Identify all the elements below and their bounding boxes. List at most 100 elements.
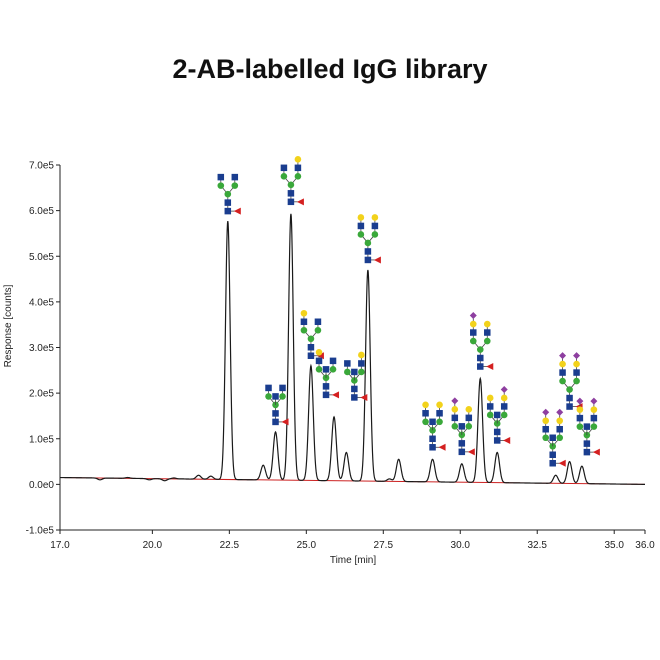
glcnac-square — [470, 329, 477, 336]
galactose-circle — [559, 360, 566, 368]
glcnac-square — [559, 369, 566, 376]
glycan-G0F-bisect-icon — [265, 384, 289, 426]
sialic-diamond — [559, 352, 567, 360]
glcnac-square — [217, 173, 225, 181]
fucose-triangle — [467, 448, 475, 456]
galactose-circle — [469, 320, 477, 328]
fucose-triangle — [360, 393, 368, 401]
mannose-circle — [469, 337, 477, 345]
glcnac-square — [583, 448, 591, 456]
glcnac-square — [484, 329, 491, 336]
glcnac-square — [357, 222, 365, 230]
mannose-circle — [357, 231, 365, 238]
sialic-diamond — [573, 352, 581, 360]
mannose-circle — [436, 418, 443, 426]
glcnac-square — [280, 164, 288, 172]
glcnac-square — [358, 360, 365, 367]
galactose-circle — [451, 406, 459, 413]
y-tick-label: 4.0e5 — [29, 297, 54, 308]
fucose-triangle — [296, 198, 304, 206]
y-tick-label: 1.0e5 — [29, 434, 54, 445]
x-tick-label: 25.0 — [297, 540, 317, 551]
glcnac-square — [351, 394, 358, 401]
mannose-circle — [322, 374, 330, 382]
glcnac-square — [322, 383, 330, 390]
glycan-G2FS2-bisect-icon — [542, 408, 566, 467]
mannose-circle — [422, 418, 429, 426]
galactose-circle — [483, 320, 491, 328]
galactose-circle — [436, 401, 443, 409]
galactose-circle — [315, 349, 323, 356]
y-tick-label: 5.0e5 — [29, 252, 54, 263]
sialic-diamond — [590, 397, 598, 405]
fucose-triangle — [503, 436, 511, 444]
mannose-circle — [566, 386, 573, 393]
galactose-circle — [422, 401, 429, 409]
galactose-circle — [556, 417, 564, 425]
glcnac-square — [231, 173, 239, 181]
glcnac-square — [429, 418, 436, 426]
mannose-circle — [224, 190, 232, 198]
sialic-diamond — [451, 397, 459, 405]
glcnac-square — [549, 434, 556, 441]
glcnac-square — [477, 354, 484, 362]
glcnac-square — [351, 368, 358, 376]
fucose-triangle — [486, 363, 494, 371]
fucose-triangle — [332, 391, 340, 399]
glcnac-square — [307, 352, 315, 359]
mannose-circle — [476, 346, 484, 353]
x-tick-label: 20.0 — [143, 540, 163, 551]
x-tick-label: 30.0 — [451, 540, 471, 551]
glycan-annotations — [217, 156, 600, 467]
galactose-circle — [576, 406, 584, 413]
glcnac-square — [344, 360, 351, 367]
glycan-G0F-icon — [217, 173, 241, 215]
mannose-circle — [294, 173, 302, 180]
sialic-diamond — [469, 312, 477, 320]
y-tick-label: -1.0e5 — [26, 526, 55, 537]
glcnac-square — [265, 384, 272, 392]
glycan-G1F-bisect-isomer-icon — [344, 351, 368, 401]
glcnac-square — [549, 460, 556, 467]
glcnac-square — [287, 190, 295, 197]
glycan-G2F-bisect-icon — [422, 401, 446, 451]
x-axis-label: Time [min] — [330, 555, 377, 566]
glcnac-square — [458, 423, 466, 430]
galactose-circle — [358, 351, 365, 359]
mannose-circle — [344, 368, 351, 376]
x-tick-label: 27.5 — [374, 540, 394, 551]
mannose-circle — [287, 181, 295, 189]
glcnac-square — [493, 437, 501, 444]
x-tick-label: 36.0 — [635, 540, 655, 551]
mannose-circle — [556, 434, 564, 442]
glycan-G2FS2-isomer-icon — [576, 397, 600, 456]
glcnac-square — [493, 428, 501, 436]
galactose-circle — [486, 394, 494, 402]
mannose-circle — [542, 434, 550, 442]
glycan-G2FS2-icon — [559, 352, 583, 411]
glycan-G2FS1-isomer-icon — [486, 385, 511, 444]
baseline-line — [59, 477, 646, 485]
mannose-circle — [307, 335, 315, 343]
fucose-triangle — [316, 352, 324, 360]
glcnac-square — [429, 444, 436, 451]
x-tick-label: 35.0 — [604, 540, 624, 551]
chromatogram-traces — [59, 213, 646, 485]
glcnac-square — [272, 418, 279, 426]
glcnac-square — [314, 318, 322, 325]
mannose-circle — [573, 377, 580, 385]
x-tick-label: 17.0 — [50, 540, 70, 551]
glcnac-square — [364, 248, 372, 255]
glcnac-square — [364, 256, 372, 264]
glcnac-square — [329, 357, 337, 365]
mannose-circle — [280, 173, 288, 180]
sialic-diamond — [556, 408, 564, 416]
glcnac-square — [458, 448, 466, 456]
glcnac-square — [549, 451, 556, 458]
glcnac-square — [573, 369, 580, 376]
glcnac-square — [351, 385, 358, 393]
glcnac-square — [436, 410, 443, 417]
mannose-circle — [329, 366, 337, 373]
mannose-circle — [483, 337, 491, 345]
